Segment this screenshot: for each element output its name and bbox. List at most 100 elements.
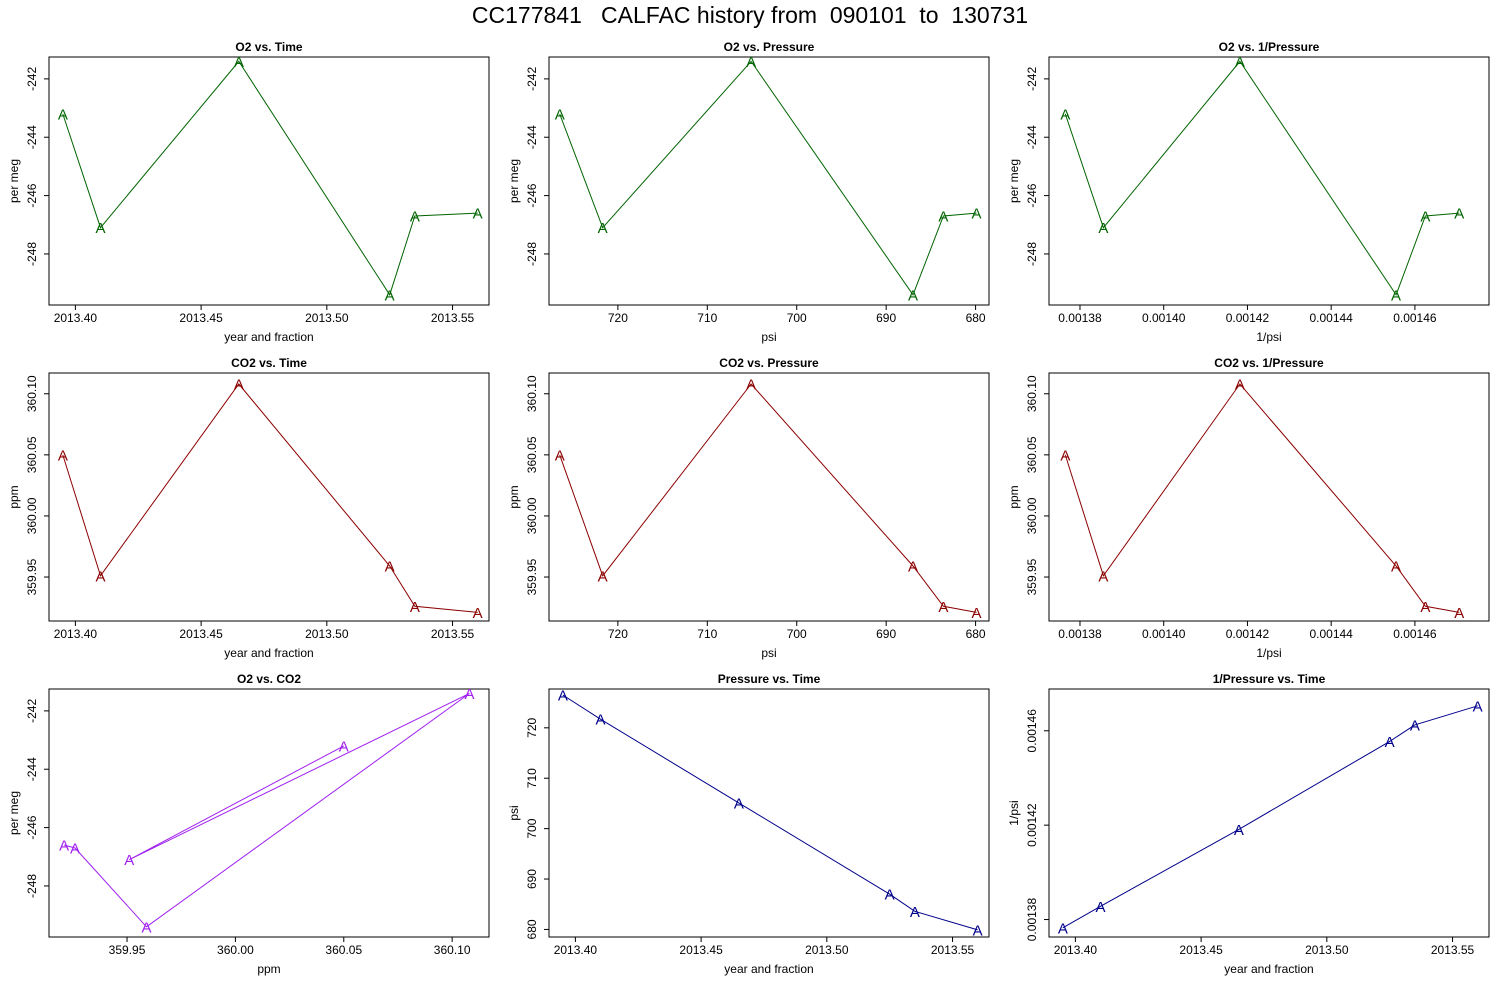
x-tick-label: 0.00138 <box>1058 311 1102 325</box>
x-axis-label: 1/psi <box>1256 646 1281 660</box>
y-tick-label: -246 <box>525 183 539 207</box>
data-point: A <box>234 54 244 71</box>
data-point: A <box>1385 734 1395 751</box>
x-axis-label: year and fraction <box>724 962 813 976</box>
x-tick-label: 2013.55 <box>431 311 475 325</box>
x-tick-label: 700 <box>787 311 807 325</box>
data-point: A <box>1058 920 1068 937</box>
data-point: A <box>58 106 68 123</box>
x-axis-label: year and fraction <box>224 646 313 660</box>
panel-o2-vs-pressure: O2 vs. Pressure 720 710 700 690 680 -242 -244 -2… <box>507 40 990 344</box>
x-tick-label: 360.05 <box>325 943 362 957</box>
data-point: A <box>596 712 606 729</box>
data-point: A <box>971 206 981 223</box>
panel-title: CO2 vs. 1/Pressure <box>1214 356 1324 370</box>
data-point: A <box>59 838 69 855</box>
plot-frame <box>1048 688 1490 938</box>
data-point: A <box>339 738 349 755</box>
data-point: A <box>70 841 80 858</box>
data-point: A <box>96 220 106 237</box>
x-tick-label: 680 <box>966 627 986 641</box>
y-tick-label: 710 <box>525 768 539 788</box>
x-tick-label: 680 <box>966 311 986 325</box>
data-point: A <box>1420 599 1430 616</box>
data-point: A <box>734 795 744 812</box>
page-title: CC177841 CALFAC history from 090101 to 1… <box>471 2 1029 28</box>
x-tick-label: 360.00 <box>217 943 254 957</box>
x-tick-label: 2013.55 <box>431 627 475 641</box>
x-tick-label: 360.10 <box>434 943 471 957</box>
data-point: A <box>1420 209 1430 226</box>
x-axis-label: psi <box>761 646 776 660</box>
x-tick-label: 0.00142 <box>1226 627 1270 641</box>
series-line <box>559 60 977 296</box>
panel-o2-vs-co2: O2 vs. CO2 359.95 360.00 360.05 360.10 -242 -2… <box>7 672 490 976</box>
y-tick-label: 360.00 <box>25 497 39 534</box>
data-point: A <box>971 605 981 622</box>
panel-title: 1/Pressure vs. Time <box>1213 672 1326 686</box>
y-tick-label: -244 <box>525 125 539 149</box>
panel-o2-vs-inv-pressure: O2 vs. 1/Pressure 0.00138 0.00140 0.00142 0.… <box>1007 40 1490 344</box>
x-tick-label: 0.00140 <box>1142 311 1186 325</box>
x-tick-label: 700 <box>787 627 807 641</box>
y-axis-label: 1/psi <box>1007 800 1021 825</box>
x-tick-label: 0.00146 <box>1393 311 1437 325</box>
panel-pressure-vs-time: Pressure vs. Time 2013.40 2013.45 2013.50 20… <box>507 672 990 976</box>
x-tick-label: 2013.40 <box>54 311 98 325</box>
data-point: A <box>885 887 895 904</box>
y-tick-label: 359.95 <box>1025 558 1039 595</box>
data-point: A <box>1235 376 1245 393</box>
x-tick-label: 0.00144 <box>1309 627 1353 641</box>
x-axis-label: 1/psi <box>1256 330 1281 344</box>
data-point: A <box>1098 568 1108 585</box>
y-tick-label: -248 <box>525 242 539 266</box>
data-point: A <box>598 568 608 585</box>
data-point: A <box>1473 698 1483 715</box>
y-tick-label: 359.95 <box>25 558 39 595</box>
plot-frame <box>48 372 490 622</box>
x-tick-label: 2013.50 <box>1305 943 1349 957</box>
data-point: A <box>908 559 918 576</box>
x-tick-label: 2013.55 <box>1431 943 1475 957</box>
y-tick-label: -246 <box>25 815 39 839</box>
x-tick-label: 690 <box>876 311 896 325</box>
y-tick-label: -244 <box>25 757 39 781</box>
data-point: A <box>938 599 948 616</box>
x-tick-label: 2013.45 <box>179 627 223 641</box>
data-point: A <box>1391 559 1401 576</box>
panel-inv-pressure-vs-time: 1/Pressure vs. Time 2013.40 2013.45 2013.50… <box>1007 672 1490 976</box>
x-tick-label: 0.00146 <box>1393 627 1437 641</box>
data-point: A <box>1410 717 1420 734</box>
data-point: A <box>1098 220 1108 237</box>
data-point: A <box>1234 822 1244 839</box>
y-axis-label: ppm <box>507 485 521 508</box>
plot-frame <box>548 56 990 306</box>
data-point: A <box>234 376 244 393</box>
y-tick-label: -246 <box>25 183 39 207</box>
panel-co2-vs-pressure: CO2 vs. Pressure 720 710 700 690 680 359.95 360… <box>507 356 990 660</box>
data-point: A <box>908 287 918 304</box>
data-point: A <box>464 686 474 703</box>
x-axis-label: ppm <box>257 962 280 976</box>
y-tick-label: -248 <box>1025 242 1039 266</box>
series-line <box>559 383 977 613</box>
data-point: A <box>558 688 568 705</box>
data-point: A <box>598 220 608 237</box>
x-tick-label: 0.00140 <box>1142 627 1186 641</box>
data-point: A <box>410 209 420 226</box>
x-tick-label: 720 <box>608 627 628 641</box>
y-tick-label: 360.10 <box>525 375 539 412</box>
data-point: A <box>746 54 756 71</box>
series-line <box>62 60 478 296</box>
plot-frame <box>48 56 490 306</box>
data-point: A <box>473 206 483 223</box>
data-point: A <box>124 852 134 869</box>
series-line <box>562 694 978 931</box>
y-tick-label: 360.10 <box>25 375 39 412</box>
series-line <box>1064 60 1460 296</box>
panel-title: O2 vs. 1/Pressure <box>1219 40 1320 54</box>
x-axis-label: psi <box>761 330 776 344</box>
x-tick-label: 690 <box>876 627 896 641</box>
data-point: A <box>1060 447 1070 464</box>
plot-frame <box>548 688 990 938</box>
